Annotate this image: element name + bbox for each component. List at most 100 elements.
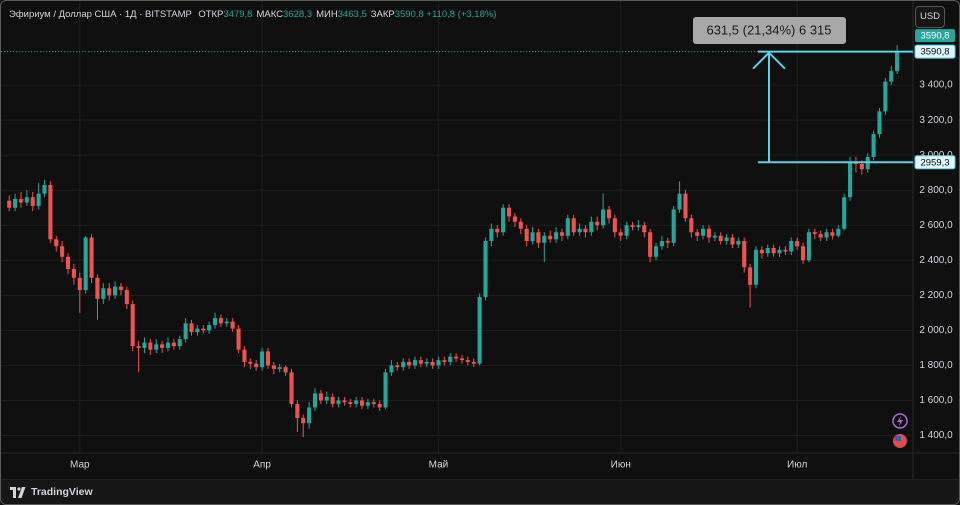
candle-body <box>142 342 147 348</box>
candle-body <box>212 318 218 326</box>
x-tick-label: Июл <box>787 460 807 471</box>
candle-body <box>83 237 88 291</box>
candle-body <box>442 360 447 362</box>
candle-body <box>736 241 741 245</box>
candle-body <box>606 209 612 219</box>
ohlc-label: ЗАКР <box>370 9 395 20</box>
candle-body <box>195 328 200 333</box>
footer: TradingView <box>1 479 959 504</box>
y-tick-label: 3 400,0 <box>919 80 953 91</box>
candle-body <box>418 360 423 364</box>
candle-body <box>65 256 71 270</box>
candle-body <box>154 344 159 350</box>
brand-name: TradingView <box>31 486 93 498</box>
candle-body <box>624 225 629 236</box>
candle-body <box>365 402 370 406</box>
ohlc-label: МИН <box>316 9 338 20</box>
candle-body <box>536 232 541 243</box>
candle-body <box>359 400 365 406</box>
candle-body <box>177 339 182 347</box>
candle-body <box>183 323 188 340</box>
candle-body <box>471 361 476 364</box>
candle-body <box>336 400 341 404</box>
candle-body <box>548 235 553 240</box>
candle-body <box>506 207 512 217</box>
candle-body <box>71 269 76 278</box>
candle-body <box>136 346 141 348</box>
candle-body <box>324 396 329 401</box>
candle-body <box>724 237 729 242</box>
candle-body <box>489 228 494 242</box>
candle-body <box>842 197 847 229</box>
candle-body <box>277 367 282 369</box>
candle-body <box>642 225 647 233</box>
candle-body <box>283 367 288 373</box>
candle-body <box>771 248 776 254</box>
candle-body <box>13 198 18 208</box>
candle-body <box>371 402 376 404</box>
candle-body <box>36 193 41 206</box>
x-tick-label: Мар <box>70 460 90 471</box>
candle-body <box>124 290 129 305</box>
candle-body <box>701 228 706 236</box>
candle-body <box>777 249 782 254</box>
candle-body <box>412 360 418 366</box>
ohlc-legend: Эфириум / Доллар США · 1Д · BITSTAMP ОТК… <box>9 9 496 20</box>
alert-icon-bolt <box>897 416 903 426</box>
candle-body <box>312 393 318 408</box>
change: +110,8 (+3,18%) <box>426 9 497 20</box>
last-price-label: 3590,8 <box>920 31 949 42</box>
candle-body <box>401 361 406 368</box>
candle-body <box>242 349 247 362</box>
candle-body <box>165 342 171 348</box>
candle-body <box>712 235 717 238</box>
candle-body <box>54 239 59 247</box>
ohlc-items: ОТКР3479,8 МАКС3628,3 МИН3463,5 ЗАКР3590,8 <box>194 9 423 20</box>
ohlc-value: 3479,8 <box>223 9 253 20</box>
candle-body <box>60 246 65 257</box>
flag-icon-field <box>895 436 901 441</box>
candle-body <box>800 246 806 261</box>
candle-body <box>895 51 900 72</box>
candle-body <box>524 228 529 242</box>
candle-body <box>171 342 176 347</box>
currency-button[interactable]: USD <box>915 6 945 28</box>
candle-body <box>48 184 53 240</box>
candle-body <box>824 232 829 238</box>
candle-body <box>230 321 235 329</box>
candle-body <box>518 221 523 229</box>
candle-body <box>289 372 294 404</box>
candle-body <box>765 248 770 254</box>
candle-body <box>130 304 135 347</box>
candle-body <box>583 228 588 233</box>
candle-body <box>383 372 388 408</box>
candle-body <box>612 218 617 233</box>
measure-arrow-head <box>752 51 786 70</box>
measure-to-label: 3590,8 <box>920 47 949 58</box>
candle-body <box>113 286 118 296</box>
candle-body <box>430 361 435 366</box>
candle-body <box>248 361 253 364</box>
candle-body <box>683 193 688 219</box>
candle-body <box>148 342 153 350</box>
candle-body <box>836 228 841 236</box>
candle-body <box>718 235 723 242</box>
candle-body <box>7 200 12 208</box>
candle-body <box>24 197 29 203</box>
candle-body <box>424 361 429 364</box>
candle-body <box>859 163 864 170</box>
candle-body <box>395 365 400 368</box>
y-tick-label: 3 200,0 <box>919 115 953 126</box>
candle-body <box>459 358 465 361</box>
candle-body <box>653 246 659 257</box>
candle-body <box>495 228 500 233</box>
candle-body <box>260 351 265 368</box>
candle-body <box>659 241 664 247</box>
candle-body <box>42 184 47 194</box>
candle-body <box>318 393 323 401</box>
y-tick-label: 1 600,0 <box>919 395 953 406</box>
candle-body <box>89 237 94 278</box>
candle-body <box>107 288 112 296</box>
candle-body <box>483 241 488 298</box>
x-tick-label: Июн <box>611 460 631 471</box>
